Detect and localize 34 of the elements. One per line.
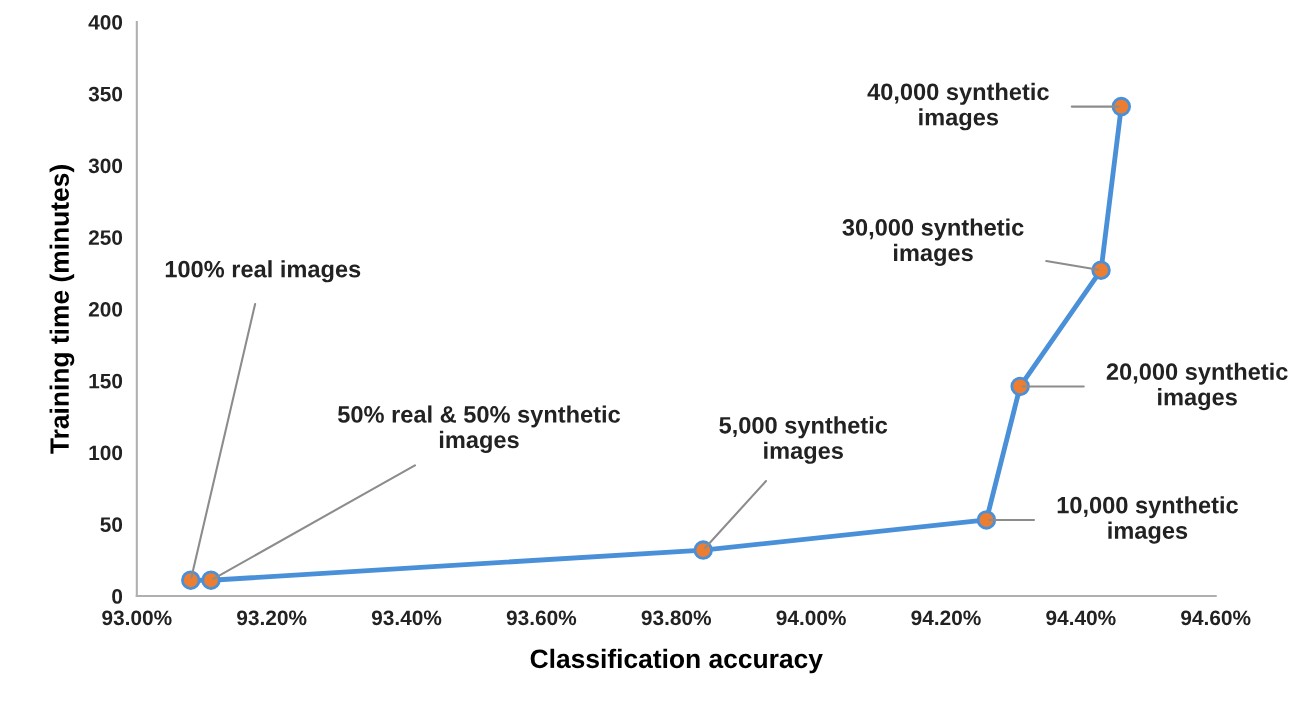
y-tick-label: 0 xyxy=(112,589,123,604)
x-tick-label: 93.80% xyxy=(641,610,712,626)
x-tick-label: 93.60% xyxy=(506,610,577,626)
x-axis-title: Classification accuracy xyxy=(530,648,823,674)
annotation: 5,000 synthetic images xyxy=(719,416,888,464)
annotation: 100% real images xyxy=(165,260,361,283)
y-tick-label: 200 xyxy=(88,301,123,317)
point xyxy=(976,510,997,530)
point xyxy=(201,570,221,590)
y-tick-label: 50 xyxy=(100,517,123,532)
y-tick-label: 300 xyxy=(88,158,123,174)
x-tick-label: 93.20% xyxy=(237,610,307,626)
y-tick-label: 350 xyxy=(88,86,123,102)
x-tick-label: 93.00% xyxy=(102,610,172,626)
point xyxy=(181,570,201,590)
x-tick-label: 94.40% xyxy=(1046,610,1116,626)
x-tick-label: 94.00% xyxy=(776,610,846,626)
x-tick-label: 93.40% xyxy=(371,610,442,626)
x-tick-label: 94.20% xyxy=(911,610,981,626)
point xyxy=(1111,96,1132,117)
annotation: 30,000 synthetic images xyxy=(842,218,1024,266)
point xyxy=(1010,376,1030,397)
y-axis-title: Training time (minutes) xyxy=(49,165,75,454)
y-tick-label: 150 xyxy=(89,373,123,389)
point xyxy=(693,540,713,560)
annotation: 10,000 synthetic images xyxy=(1057,496,1238,544)
annotation: 50% real & 50% synthetic images xyxy=(337,405,621,453)
annotation: 40,000 synthetic images xyxy=(867,82,1049,131)
x-tick-label: 94.60% xyxy=(1181,610,1251,626)
y-tick-label: 250 xyxy=(88,230,123,245)
annotation: 20,000 synthetic images xyxy=(1106,362,1288,411)
y-tick-label: 100 xyxy=(89,445,123,461)
y-tick-label: 400 xyxy=(88,14,123,30)
point xyxy=(1091,260,1111,280)
